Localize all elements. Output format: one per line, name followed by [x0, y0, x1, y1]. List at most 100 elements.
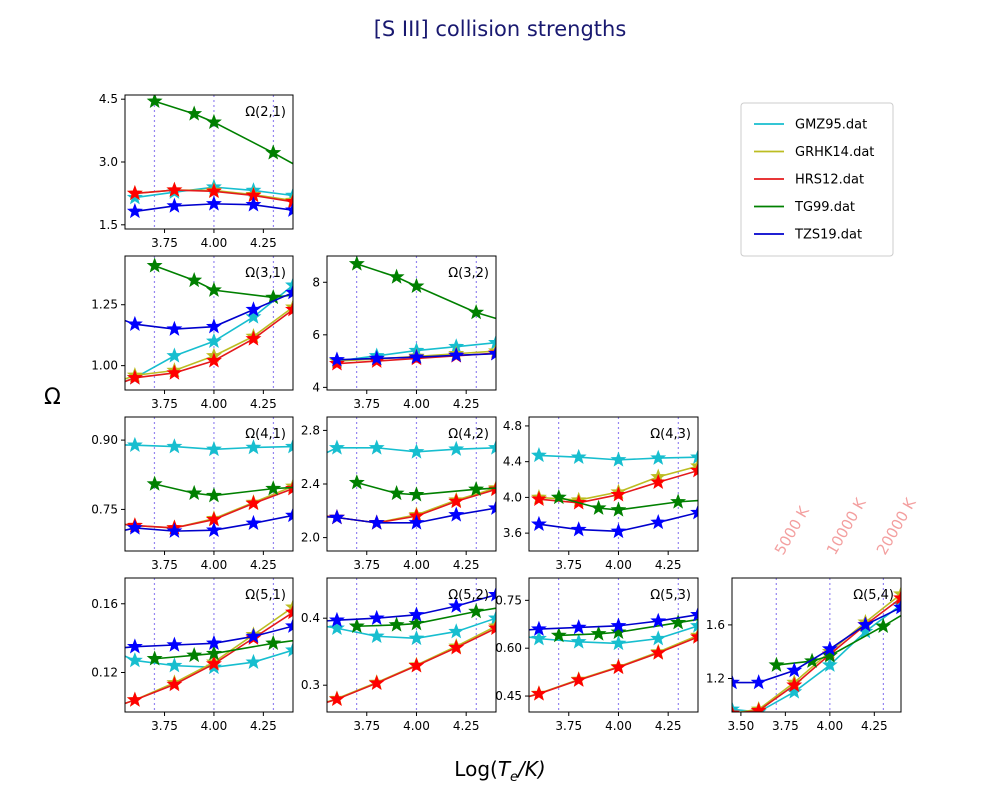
data-point [610, 617, 627, 633]
data-point [750, 702, 767, 712]
temperature-labels: 5000 K 10000 K 20000 K [771, 494, 920, 558]
y-tick-label: 0.60 [495, 641, 522, 655]
data-point [265, 480, 282, 496]
data-point [690, 504, 698, 520]
y-tick-label: 0.45 [495, 689, 522, 703]
data-point [368, 439, 385, 455]
data-point [265, 144, 282, 160]
legend-label: GRHK14.dat [795, 145, 874, 160]
x-axis-label: Log(Te/K) [400, 757, 600, 785]
data-point [570, 521, 587, 537]
data-point [205, 521, 222, 537]
series-line-gmz95 [125, 444, 293, 451]
data-point [186, 484, 203, 501]
data-point [408, 277, 425, 293]
data-point [690, 448, 698, 464]
y-tick-label: 3.0 [99, 155, 118, 169]
temp-label-10000: 10000 K [823, 494, 870, 558]
x-tick-label: 3.75 [151, 236, 178, 250]
panel-label: Ω(4,3) [650, 427, 691, 442]
data-point [245, 439, 262, 455]
y-tick-label: 3.6 [503, 526, 522, 540]
series-group [328, 256, 496, 371]
x-tick-label: 4.00 [605, 558, 632, 572]
panel-9: 0.45 0.60 0.75 3.75 4.00 4.25 Ω(5,3) [495, 577, 699, 733]
data-point [650, 630, 667, 646]
x-axis-label-t: T [497, 757, 511, 781]
x-tick-label: 4.25 [453, 558, 480, 572]
data-point [488, 334, 496, 350]
panel-frame [124, 577, 294, 713]
data-point [186, 646, 203, 663]
x-tick-label: 4.25 [453, 719, 480, 733]
panel-frame [124, 416, 294, 552]
data-point [166, 657, 183, 673]
data-point [166, 347, 183, 363]
data-point [328, 439, 345, 455]
data-point [348, 617, 365, 634]
legend-label: GMZ95.dat [795, 118, 867, 133]
data-point [690, 462, 698, 478]
data-point [650, 612, 667, 628]
data-point [146, 650, 163, 666]
data-point [126, 691, 143, 707]
data-point [245, 628, 262, 644]
data-point [328, 690, 345, 707]
data-point [550, 489, 567, 505]
data-point [408, 348, 425, 364]
data-point [732, 704, 740, 712]
data-point [670, 614, 687, 630]
series-line-grhk14 [529, 634, 698, 698]
data-point [285, 201, 293, 217]
data-point [126, 519, 143, 535]
data-point [570, 619, 587, 635]
data-point [108, 699, 122, 713]
data-point [912, 597, 926, 611]
y-tick-label: 1.00 [91, 359, 118, 373]
y-tick-label: 2.4 [301, 477, 320, 491]
y-tick-label: 1.6 [706, 618, 725, 632]
panel-label: Ω(5,3) [650, 588, 691, 603]
x-tick-label: 3.75 [151, 719, 178, 733]
series-group [108, 598, 293, 713]
data-point [310, 450, 324, 464]
data-point [590, 499, 607, 515]
data-point [108, 641, 122, 655]
panel-frame [528, 416, 699, 552]
temp-label-20000: 20000 K [873, 494, 920, 558]
panel-6: 3.6 4.0 4.4 4.8 3.75 4.00 4.25 Ω(4,3) [503, 416, 699, 572]
data-point [732, 674, 740, 690]
series-line-tzs19 [125, 514, 293, 532]
data-point [126, 436, 143, 452]
series-line-tg99 [154, 100, 293, 165]
data-point [530, 515, 547, 531]
data-point [468, 304, 485, 320]
y-tick-label: 4.8 [503, 419, 522, 433]
data-point [650, 449, 667, 465]
data-point [146, 257, 163, 273]
data-point [690, 617, 698, 633]
panel-frame [124, 255, 294, 391]
data-point [166, 636, 183, 652]
data-point [166, 438, 183, 454]
data-point [310, 507, 324, 521]
legend-label: TG99.dat [794, 200, 855, 215]
panel-frame [326, 255, 497, 391]
data-point [408, 514, 425, 530]
data-point [468, 603, 485, 619]
data-point [388, 485, 405, 501]
x-tick-label: 3.75 [555, 719, 582, 733]
y-tick-label: 4 [312, 380, 320, 394]
data-point [108, 378, 122, 392]
data-point [488, 439, 496, 455]
data-point [670, 493, 687, 509]
panel-5: 2.0 2.4 2.8 3.75 4.00 4.25 Ω(4,2) [301, 416, 497, 572]
data-point [328, 351, 345, 367]
data-point [348, 256, 365, 271]
data-point [126, 638, 143, 654]
data-point [530, 620, 547, 636]
data-point [146, 95, 163, 109]
series-group [125, 436, 293, 538]
data-point [821, 647, 838, 663]
chart-title: [S III] collision strengths [373, 17, 627, 41]
